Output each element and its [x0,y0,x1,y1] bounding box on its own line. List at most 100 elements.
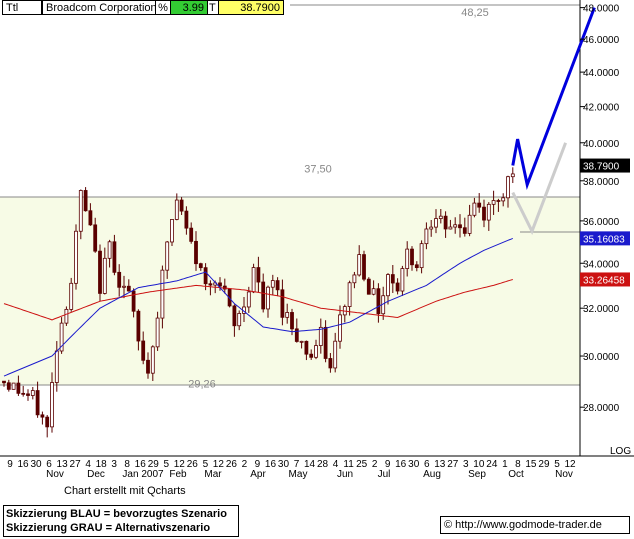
price-candle [318,326,323,346]
price-level-label: 29,26 [188,379,216,391]
y-tick-label: 44.0000 [583,68,620,79]
x-day-label: 7 [294,459,300,470]
x-axis-labels: 9 16 30 6 13 27 4 18 3 8 16 29 5 12 26 5 12 26 2 9 16 30 7 14 28… [7,459,576,480]
x-day-label: 4 [333,459,339,470]
x-month-label: Nov [46,469,64,480]
price-candle [174,199,179,220]
x-day-label: 12 [564,459,576,470]
price-candle [150,346,155,374]
price-candle [107,241,112,259]
price-candle [405,248,410,269]
x-day-label: 9 [385,459,391,470]
website-link[interactable]: http://www.godmode-trader.de [455,519,602,531]
price-candle [198,263,203,269]
x-day-label: 15 [525,459,537,470]
x-day-label: 16 [265,459,277,470]
pct-label: % [155,0,171,15]
price-candle [83,190,88,212]
price-candle [146,359,150,374]
x-month-label: Dec [87,469,105,480]
price-candle [371,288,376,295]
price-candle [88,210,93,226]
price-candle [328,358,333,369]
price-candle [251,267,256,293]
price-candle [275,280,280,291]
x-day-label: 5 [163,459,169,470]
price-candle [443,215,448,230]
price-candle [376,288,381,315]
price-candle [131,290,136,312]
scenario-blue-text: Skizzierung BLAU = bevorzugtes Szenario [6,508,227,520]
x-month-label: Feb [169,469,187,480]
x-day-label: 24 [486,459,498,470]
x-day-label: 26 [226,459,238,470]
price-candle [400,268,405,292]
price-candle [160,269,165,319]
y-tick-label: 32.0000 [583,304,620,315]
price-candle [338,314,342,342]
price-candle [30,390,35,396]
price-candle [486,203,491,221]
price-candle [477,202,482,208]
price-candle [304,340,309,355]
symbol-field[interactable]: Ttl [2,0,42,15]
price-candle [352,274,357,284]
y-tick-label: 30.0000 [583,352,620,363]
price-candle [506,176,510,199]
last-value-text: 35.16083 [583,234,625,245]
price-candle [155,317,160,348]
y-tick-label: 38.0000 [583,177,620,188]
price-candle [26,393,30,396]
price-candle [2,380,6,384]
x-day-label: 27 [447,459,459,470]
x-day-label: 13 [57,459,69,470]
price-candle [309,353,314,358]
price-candle [136,310,141,342]
price-candle [69,282,74,310]
price-candle [467,214,472,234]
x-day-label: 18 [96,459,108,470]
last-value-badge [580,231,630,246]
x-day-label: 12 [213,459,225,470]
price-candle [35,390,40,416]
last-value-text: 38.7900 [583,162,620,173]
price-candle [424,228,429,245]
price-candle [414,264,419,269]
price-candle [165,241,170,271]
x-day-label: 12 [174,459,186,470]
price-candle [299,340,304,343]
range-box [0,197,580,385]
y-tick-label: 28.0000 [583,403,620,414]
last-value-badges: 38.7900 35.16083 33.26458 [580,158,630,287]
price-candle [189,227,194,242]
price-chart: 48,25 37,50 29,26 28.0000 30.0000 32.0000 34.… [0,0,634,480]
gray-scenario-line [511,142,568,235]
price-candle [362,254,366,280]
price-candle [11,382,16,390]
price-candle [50,382,54,428]
ma-short-line [3,237,513,377]
x-day-label: 9 [255,459,261,470]
y-tick-label: 34.0000 [583,259,620,270]
x-day-label: 2 [242,459,248,470]
x-day-label: 29 [148,459,160,470]
x-month-label: May [289,469,308,480]
chart-credit: Chart erstellt mit Qcharts [64,485,186,497]
price-bars [2,167,515,438]
x-day-label: 10 [473,459,485,470]
price-candle [117,271,122,288]
ma-long-line [3,279,513,321]
y-tick-label: 36.0000 [583,217,620,228]
price-candle [232,305,237,327]
price-candle [386,274,390,297]
price-candle [285,312,290,318]
x-month-label: Jul [378,469,391,480]
x-day-label: 26 [187,459,199,470]
x-month-label: Sep [468,469,486,480]
x-day-label: 9 [7,459,13,470]
price-candle [261,281,266,310]
y-tick-label: 48.0000 [583,4,620,15]
price-candle [170,219,174,243]
website-box[interactable]: © http://www.godmode-trader.de [440,516,630,534]
